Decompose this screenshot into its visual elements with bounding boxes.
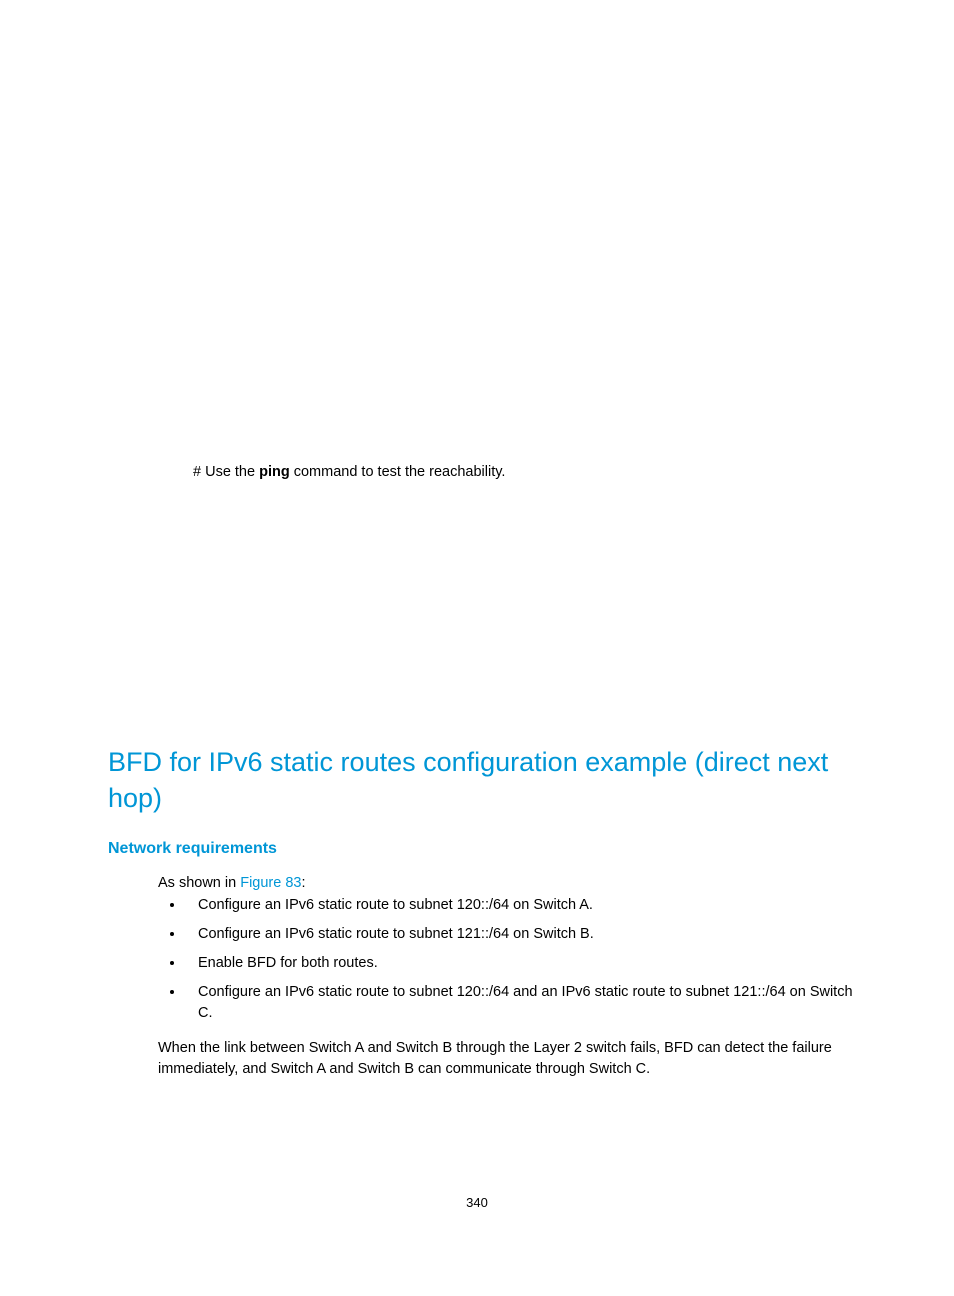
intro-command: ping <box>259 464 290 480</box>
list-item-text: Configure an IPv6 static route to subnet… <box>198 897 593 913</box>
requirements-list: Configure an IPv6 static route to subnet… <box>158 895 858 1032</box>
intro-suffix: command to test the reachability. <box>290 464 506 480</box>
closing-paragraph: When the link between Switch A and Switc… <box>158 1038 864 1080</box>
list-item-text: Configure an IPv6 static route to subnet… <box>198 926 594 942</box>
subsection-heading: Network requirements <box>108 840 277 858</box>
intro-paragraph: As shown in Figure 83: <box>158 873 306 893</box>
list-item: Configure an IPv6 static route to subnet… <box>158 924 858 945</box>
list-item: Enable BFD for both routes. <box>158 953 858 974</box>
section-heading: BFD for IPv6 static routes configuration… <box>108 744 868 817</box>
list-item: Configure an IPv6 static route to subnet… <box>158 982 858 1024</box>
list-item-text: Configure an IPv6 static route to subnet… <box>198 984 853 1021</box>
figure-reference[interactable]: Figure 83 <box>240 875 301 891</box>
intro-prefix: # Use the <box>193 464 259 480</box>
list-item-text: Enable BFD for both routes. <box>198 955 378 971</box>
list-item: Configure an IPv6 static route to subnet… <box>158 895 858 916</box>
page-number: 340 <box>0 1195 954 1210</box>
intro-line: # Use the ping command to test the reach… <box>193 462 505 482</box>
para-intro-suffix: : <box>301 875 305 891</box>
document-page: # Use the ping command to test the reach… <box>0 0 954 1296</box>
para-intro-prefix: As shown in <box>158 875 240 891</box>
